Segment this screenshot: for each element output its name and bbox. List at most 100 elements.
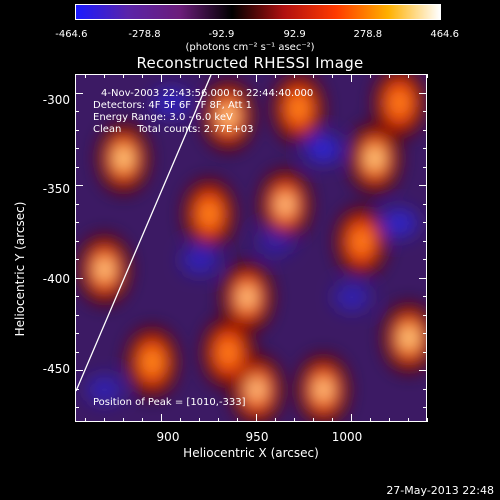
y-tick-mark [75,314,79,316]
x-tick-mark [427,418,428,422]
colorbar-units: (photons cm⁻² s⁻¹ asec⁻²) [185,42,315,53]
y-tick-mark [423,333,427,335]
y-tick-mark [423,296,427,298]
x-tick-mark [331,418,333,422]
emission-blob [394,95,405,110]
image-map [75,74,427,422]
x-tick-mark [179,418,181,422]
x-tick-mark [407,74,409,78]
emission-blob [99,262,110,277]
colorbar [75,4,441,20]
y-tick-mark [423,259,427,261]
negative-blob [257,227,294,256]
y-tick-label: -450 [42,362,70,376]
y-tick-mark [75,296,79,298]
x-tick-mark [293,418,295,422]
y-tick-mark [75,111,79,113]
y-tick-mark [75,203,79,205]
x-tick-mark [217,418,219,422]
negative-blob [86,375,123,404]
x-tick-mark [312,74,314,78]
y-tick-mark [423,129,427,131]
y-tick-mark [75,166,79,168]
y-tick-mark [419,185,427,187]
emission-blob [118,151,129,166]
x-tick-mark [236,418,238,422]
time-range-label: 4-Nov-2003 22:43:56.000 to 22:44:40.000 [101,88,314,99]
x-tick-mark [388,74,390,78]
x-tick-mark [293,74,295,78]
x-tick-mark [198,74,200,78]
y-tick-mark [75,277,83,279]
energy-range-label: Energy Range: 3.0 - 6.0 keV [93,112,233,123]
colorbar-tick: 92.9 [283,29,306,40]
plot-title: Reconstructed RHESSI Image [136,54,364,72]
emission-blob [280,197,291,212]
negative-blob [305,135,342,164]
x-tick-mark [350,414,352,422]
x-tick-mark [388,418,390,422]
y-tick-mark [423,74,427,75]
x-tick-mark [331,74,333,78]
y-tick-mark [75,222,79,224]
y-tick-mark [75,259,79,261]
emission-blob [369,151,380,166]
x-axis-title: Heliocentric X (arcsec) [183,446,319,460]
y-tick-mark [75,148,79,150]
y-tick-mark [75,74,79,75]
x-tick-mark [160,414,162,422]
x-tick-mark [369,74,371,78]
x-tick-mark [122,418,124,422]
y-tick-mark [75,388,79,390]
y-tick-mark [75,92,83,94]
image-svg [76,75,426,421]
emission-blob [318,382,329,397]
emission-blob [356,234,367,249]
x-tick-label: 900 [156,430,180,444]
negative-blob [181,246,218,275]
x-tick-mark [103,418,105,422]
solar-limb-line [76,75,212,392]
x-tick-mark [350,74,352,82]
x-tick-mark [198,418,200,422]
clean-counts-label: Clean Total counts: 2.77E+03 [93,124,254,135]
colorbar-tick: 278.8 [353,29,383,40]
emission-blob [223,345,234,360]
y-tick-mark [419,92,427,94]
x-tick-mark [141,74,143,78]
x-tick-mark [122,74,124,78]
y-tick-mark [75,240,79,242]
x-tick-mark [312,418,314,422]
x-tick-mark [255,74,257,82]
y-tick-mark [423,111,427,113]
y-tick-mark [75,407,79,409]
x-tick-mark [369,418,371,422]
x-tick-mark [160,74,162,82]
x-tick-mark [236,74,238,78]
y-tick-mark [75,185,83,187]
emission-blob [147,354,158,370]
y-tick-mark [423,240,427,242]
y-tick-mark [75,351,79,353]
y-tick-mark [423,351,427,353]
x-tick-label: 1000 [331,430,363,444]
x-tick-mark [103,74,105,78]
y-tick-mark [423,148,427,150]
y-axis-title: Heliocentric Y (arcsec) [13,201,27,337]
emission-blob [251,382,262,397]
x-tick-mark [274,74,276,78]
y-tick-mark [419,277,427,279]
y-tick-label: -300 [42,93,70,107]
colorbar-tick: -278.8 [128,29,161,40]
y-tick-mark [423,222,427,224]
y-tick-mark [423,166,427,168]
y-tick-label: -400 [42,272,70,286]
x-tick-mark [141,418,143,422]
x-tick-mark [255,414,257,422]
negative-blob [381,209,418,238]
x-tick-mark [274,418,276,422]
colorbar-tick: -92.9 [208,29,235,40]
emission-blob [293,101,304,116]
y-tick-mark [75,370,83,372]
x-tick-mark [179,74,181,78]
